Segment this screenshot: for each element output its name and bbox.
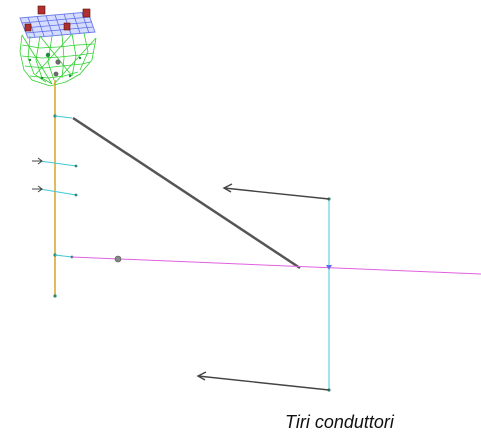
force-arrow-upper [222, 183, 330, 200]
arrow-left-icon [196, 371, 207, 381]
conductor-marker [326, 265, 332, 270]
base-mesh-nodes [28, 52, 82, 80]
crossarm-mid-1 [39, 160, 77, 167]
arrow-right-icon [32, 157, 43, 165]
crossarm-nodes [70, 164, 78, 259]
insulator-node [114, 255, 122, 263]
crossarm-mid-2 [39, 188, 77, 196]
diagram-caption: Tiri conduttori [285, 412, 394, 432]
arrow-right-icon [32, 185, 43, 193]
anchor-blocks [24, 5, 91, 32]
small-load-arrows [32, 157, 43, 193]
arrow-left-icon [222, 183, 233, 193]
stay-wire [72, 116, 301, 270]
anchor-block [24, 23, 32, 32]
anchor-block [82, 8, 91, 18]
crossarms [39, 115, 77, 258]
anchor-block [37, 5, 46, 15]
conductor-line [71, 256, 481, 275]
anchor-block [63, 22, 71, 31]
foundation-plate [19, 11, 96, 39]
crossarm-bottom [54, 254, 73, 258]
base-mesh [19, 32, 97, 87]
force-arrow-lower [196, 371, 330, 391]
crossarm-top [54, 115, 73, 119]
